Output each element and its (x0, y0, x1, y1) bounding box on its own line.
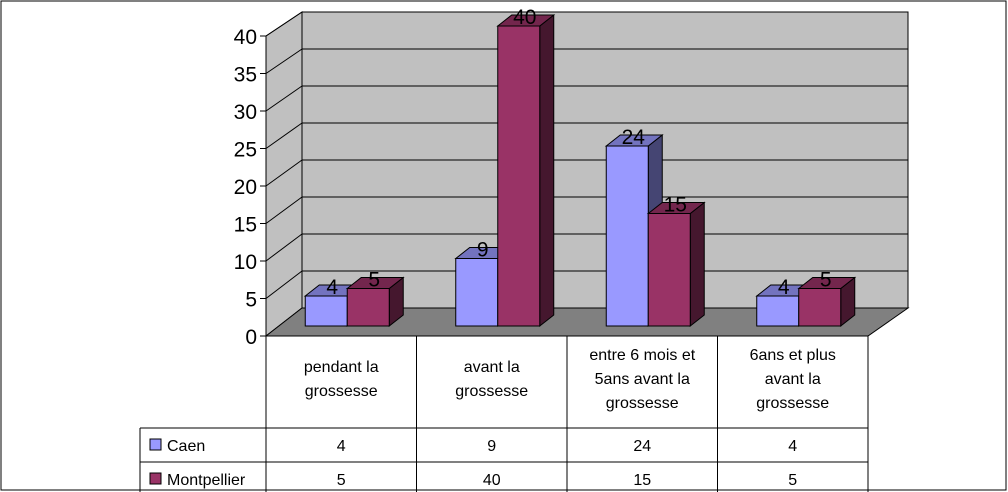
y-axis-ticks: 0 5 10 15 20 25 30 35 40 (234, 26, 266, 349)
legend-label: Montpellier (167, 472, 246, 489)
bar-montpellier-4 (797, 276, 857, 328)
data-label: 24 (622, 126, 646, 149)
table-cell: 40 (483, 472, 501, 489)
table-cell: 5 (337, 472, 346, 489)
x-category-label: 5ans avant la (595, 371, 690, 388)
data-label: 5 (820, 269, 832, 292)
bar-montpellier-3 (646, 201, 706, 328)
chart-side-wall (265, 11, 303, 338)
y-tick-label: 20 (234, 176, 257, 199)
legend-swatch (149, 438, 162, 451)
data-label: 9 (477, 239, 489, 262)
x-category-label: grossesse (455, 383, 528, 400)
y-tick-label: 30 (234, 101, 257, 124)
table-cell: 4 (337, 438, 346, 455)
table-cell: 9 (487, 438, 496, 455)
gridline-side (265, 85, 303, 112)
gridline-side (265, 48, 303, 74)
data-labels: 4 9 24 4 5 40 15 5 (326, 6, 831, 299)
legend-swatch (149, 472, 162, 485)
gridline-side (265, 122, 303, 149)
gridline-side (265, 196, 303, 224)
gridline-side (265, 159, 303, 187)
data-label: 4 (778, 276, 790, 299)
x-category-label: entre 6 mois et (589, 347, 695, 364)
y-tick-label: 0 (245, 326, 257, 349)
bar-montpellier-2 (496, 13, 556, 328)
data-label: 15 (664, 194, 687, 217)
table-cell: 24 (633, 438, 651, 455)
table-cell: 5 (788, 472, 797, 489)
bars (303, 13, 857, 328)
y-tick-label: 25 (234, 139, 257, 162)
x-category-label: 6ans et plus (750, 347, 836, 364)
gridline-side (265, 233, 303, 262)
gridlines (265, 11, 908, 299)
data-label: 5 (368, 269, 380, 292)
y-tick-label: 10 (234, 251, 257, 274)
y-tick-label: 35 (234, 64, 257, 87)
data-label: 4 (326, 276, 338, 299)
x-category-label: grossesse (606, 395, 679, 412)
x-category-label: grossesse (305, 383, 378, 400)
x-category-label: avant la (464, 359, 520, 376)
x-category-label: pendant la (304, 359, 379, 376)
data-table: pendant la grossesse avant la grossesse entr… (139, 335, 869, 492)
gridline-side (265, 11, 303, 37)
y-tick-label: 40 (234, 26, 257, 49)
table-cell: 15 (633, 472, 651, 489)
y-tick-label: 5 (245, 289, 257, 312)
legend-label: Caen (167, 438, 205, 455)
data-label: 40 (513, 6, 536, 29)
table-cell: 4 (788, 438, 797, 455)
x-category-label: avant la (765, 371, 821, 388)
bar-montpellier-1 (345, 276, 405, 328)
x-category-label: grossesse (756, 395, 829, 412)
gridline-side (265, 270, 303, 299)
y-tick-label: 15 (234, 214, 257, 237)
